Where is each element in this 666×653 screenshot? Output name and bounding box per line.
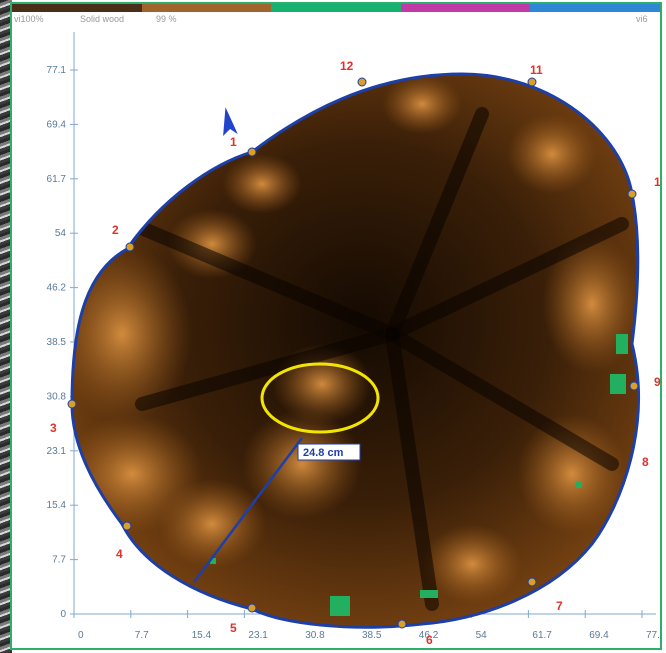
sensor-label-5: 5 <box>230 621 237 635</box>
legend-segment-4 <box>400 4 531 12</box>
x-tick-label: 30.8 <box>305 630 325 641</box>
sensor-label-4: 4 <box>116 547 123 561</box>
wood-density-map <box>72 74 639 628</box>
y-tick-label: 7.7 <box>52 555 66 566</box>
y-tick-label: 15.4 <box>47 500 67 511</box>
legend-label-left: vi100% <box>14 14 44 24</box>
sensor-label-6: 6 <box>426 633 433 647</box>
y-tick-label: 61.7 <box>47 174 67 185</box>
y-tick-label: 38.5 <box>47 337 67 348</box>
sensor-label-8: 8 <box>642 455 649 469</box>
x-axis-ticks: 0 7.7 15.4 23.1 30.8 38.5 46.2 54 61.7 69.4 77.1 <box>73 610 660 641</box>
x-tick-label: 46.2 <box>419 630 439 641</box>
legend-segment-5 <box>530 4 660 12</box>
x-tick-label: 0 <box>78 630 84 641</box>
y-tick-label: 0 <box>60 609 66 620</box>
sensor-points <box>67 77 639 629</box>
green-spots <box>210 334 628 616</box>
sensor-label-10: 10 <box>654 175 660 189</box>
sensor-label-1: 1 <box>230 135 237 149</box>
x-tick-label: 7.7 <box>135 630 149 641</box>
bark-background <box>0 0 12 653</box>
x-tick-label: 54 <box>476 630 488 641</box>
legend-label-percent: 99 % <box>156 14 177 24</box>
color-legend <box>12 4 660 18</box>
x-tick-label: 23.1 <box>248 630 268 641</box>
y-tick-label: 30.8 <box>47 391 67 402</box>
sensor-label-11: 11 <box>530 63 543 77</box>
north-arrow-icon <box>223 107 238 136</box>
x-tick-label: 38.5 <box>362 630 382 641</box>
y-tick-label: 46.2 <box>47 283 67 294</box>
legend-label-solid: Solid wood <box>80 14 125 24</box>
legend-segment-1 <box>12 4 142 12</box>
measure-line <box>193 437 303 583</box>
x-tick-label: 69.4 <box>589 630 609 641</box>
measure-label: 24.8 cm <box>303 447 344 459</box>
sensor-label-7: 7 <box>556 599 563 613</box>
sensor-label-12: 12 <box>340 59 354 73</box>
y-tick-label: 77.1 <box>47 65 67 76</box>
x-tick-label: 15.4 <box>192 630 212 641</box>
measure-label-box <box>297 443 361 461</box>
y-tick-label: 23.1 <box>47 446 67 457</box>
y-tick-label: 54 <box>55 228 67 239</box>
cavity-highlight-ellipse <box>260 362 380 434</box>
sensor-label-2: 2 <box>112 223 119 237</box>
sensor-label-3: 3 <box>50 421 57 435</box>
x-tick-label: 77.1 <box>646 630 660 641</box>
legend-label-right: vi6 <box>636 14 648 24</box>
tomogram-frame: vi100% Solid wood 99 % vi6 77.1 69.4 61.7 5… <box>10 2 662 650</box>
y-axis-ticks: 77.1 69.4 61.7 54 46.2 38.5 30.8 23.1 15.4 7.7 0 <box>47 65 78 620</box>
sensor-label-9: 9 <box>654 375 660 389</box>
legend-segment-3 <box>271 4 401 12</box>
y-tick-label: 69.4 <box>47 119 67 130</box>
legend-segment-2 <box>141 4 272 12</box>
sensor-labels: 1 2 3 4 5 6 7 8 9 10 11 12 <box>50 59 660 647</box>
x-tick-label: 61.7 <box>532 630 552 641</box>
